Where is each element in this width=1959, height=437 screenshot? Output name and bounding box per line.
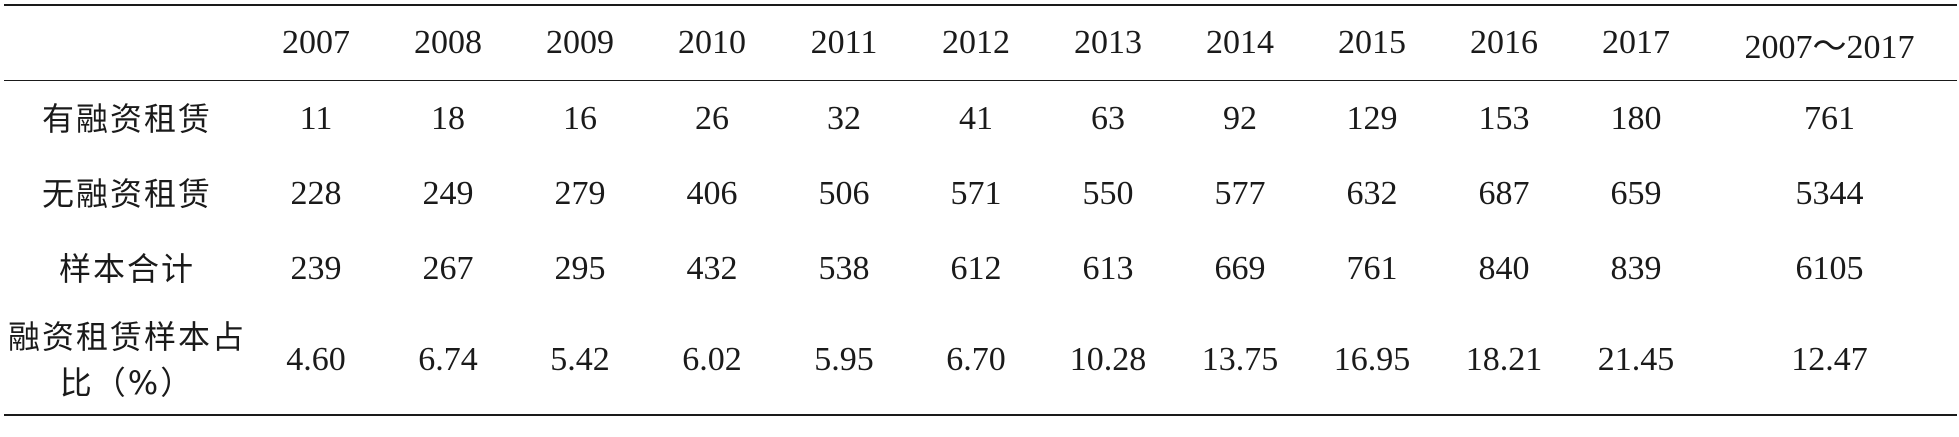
row-label: 有融资租赁 xyxy=(4,81,250,157)
table-cell-total: 6105 xyxy=(1702,231,1957,306)
table-cell-total: 5344 xyxy=(1702,156,1957,231)
table-cell: 6.02 xyxy=(646,306,778,415)
table-cell: 577 xyxy=(1174,156,1306,231)
table-cell: 228 xyxy=(250,156,382,231)
table-cell: 32 xyxy=(778,81,910,157)
header-cell-total-range: 2007～2017 xyxy=(1702,5,1957,81)
table-cell: 249 xyxy=(382,156,514,231)
table-row: 有融资租赁 11 18 16 26 32 41 63 92 129 153 18… xyxy=(4,81,1957,157)
table-cell: 550 xyxy=(1042,156,1174,231)
table-cell: 761 xyxy=(1306,231,1438,306)
table-cell: 5.42 xyxy=(514,306,646,415)
row-label: 样本合计 xyxy=(4,231,250,306)
header-cell-year: 2007 xyxy=(250,5,382,81)
data-table-container: 2007 2008 2009 2010 2011 2012 2013 2014 … xyxy=(4,4,1957,416)
table-cell: 239 xyxy=(250,231,382,306)
header-cell-year: 2008 xyxy=(382,5,514,81)
header-cell-year: 2009 xyxy=(514,5,646,81)
header-cell-year: 2015 xyxy=(1306,5,1438,81)
table-row: 无融资租赁 228 249 279 406 506 571 550 577 63… xyxy=(4,156,1957,231)
table-cell: 612 xyxy=(910,231,1042,306)
table-cell: 18.21 xyxy=(1438,306,1570,415)
header-cell-year: 2014 xyxy=(1174,5,1306,81)
table-cell: 41 xyxy=(910,81,1042,157)
table-cell: 839 xyxy=(1570,231,1702,306)
table-cell: 153 xyxy=(1438,81,1570,157)
table-cell: 6.74 xyxy=(382,306,514,415)
table-cell: 6.70 xyxy=(910,306,1042,415)
table-cell: 687 xyxy=(1438,156,1570,231)
leasing-sample-table: 2007 2008 2009 2010 2011 2012 2013 2014 … xyxy=(4,4,1957,416)
table-cell: 279 xyxy=(514,156,646,231)
table-cell: 571 xyxy=(910,156,1042,231)
header-cell-year: 2010 xyxy=(646,5,778,81)
table-cell: 16.95 xyxy=(1306,306,1438,415)
table-cell: 18 xyxy=(382,81,514,157)
table-cell: 11 xyxy=(250,81,382,157)
header-cell-empty xyxy=(4,5,250,81)
row-label: 融资租赁样本占比（%） xyxy=(4,306,250,415)
table-cell: 21.45 xyxy=(1570,306,1702,415)
table-cell: 180 xyxy=(1570,81,1702,157)
table-cell: 92 xyxy=(1174,81,1306,157)
table-cell: 632 xyxy=(1306,156,1438,231)
table-cell: 267 xyxy=(382,231,514,306)
table-cell: 10.28 xyxy=(1042,306,1174,415)
table-cell: 506 xyxy=(778,156,910,231)
row-label: 无融资租赁 xyxy=(4,156,250,231)
table-cell: 16 xyxy=(514,81,646,157)
table-cell: 669 xyxy=(1174,231,1306,306)
table-cell: 4.60 xyxy=(250,306,382,415)
table-cell: 538 xyxy=(778,231,910,306)
table-cell-total: 12.47 xyxy=(1702,306,1957,415)
table-row: 融资租赁样本占比（%） 4.60 6.74 5.42 6.02 5.95 6.7… xyxy=(4,306,1957,415)
table-row: 样本合计 239 267 295 432 538 612 613 669 761… xyxy=(4,231,1957,306)
table-cell-total: 761 xyxy=(1702,81,1957,157)
table-cell: 659 xyxy=(1570,156,1702,231)
table-cell: 63 xyxy=(1042,81,1174,157)
header-cell-year: 2016 xyxy=(1438,5,1570,81)
table-cell: 406 xyxy=(646,156,778,231)
table-cell: 26 xyxy=(646,81,778,157)
table-cell: 432 xyxy=(646,231,778,306)
header-cell-year: 2011 xyxy=(778,5,910,81)
table-cell: 13.75 xyxy=(1174,306,1306,415)
table-cell: 840 xyxy=(1438,231,1570,306)
header-cell-year: 2017 xyxy=(1570,5,1702,81)
table-cell: 613 xyxy=(1042,231,1174,306)
header-cell-year: 2012 xyxy=(910,5,1042,81)
table-cell: 295 xyxy=(514,231,646,306)
table-cell: 129 xyxy=(1306,81,1438,157)
header-cell-year: 2013 xyxy=(1042,5,1174,81)
header-row: 2007 2008 2009 2010 2011 2012 2013 2014 … xyxy=(4,5,1957,81)
table-cell: 5.95 xyxy=(778,306,910,415)
